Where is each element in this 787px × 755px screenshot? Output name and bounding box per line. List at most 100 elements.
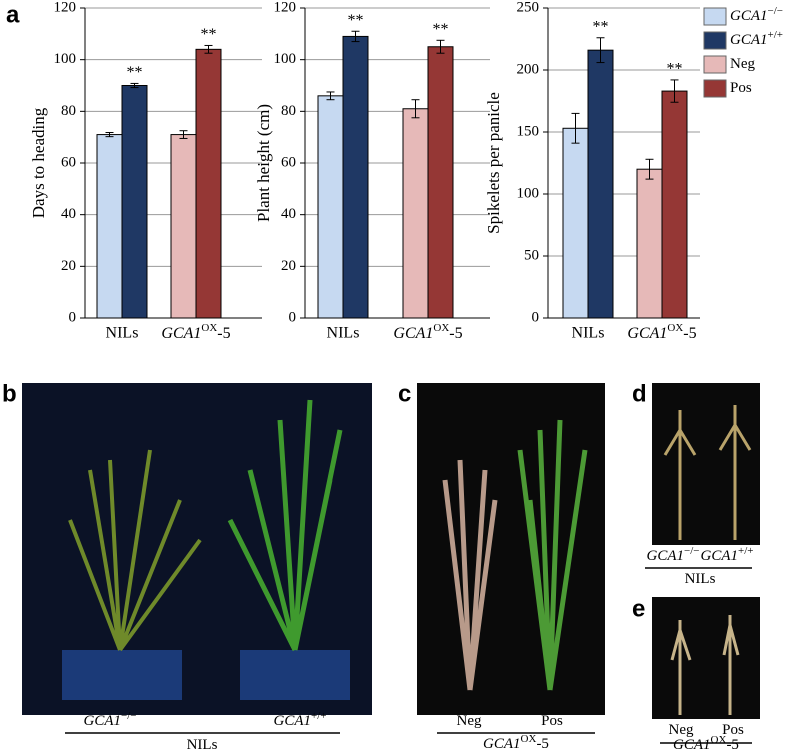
x-tick-label: NILs: [572, 325, 605, 342]
photo-d: [652, 383, 760, 545]
legend-swatch: [703, 79, 727, 98]
bar: [427, 46, 454, 319]
photo-label: GCA1−/−: [647, 545, 700, 565]
y-tick-label: 100: [274, 51, 297, 67]
legend-label: GCA1+/+: [730, 29, 783, 49]
significance: **: [593, 18, 609, 35]
x-tick-label: GCA1OX-5: [627, 322, 696, 342]
text-part: GCA1: [483, 736, 521, 752]
photo-e: [652, 597, 760, 719]
text-part: OX: [711, 734, 727, 746]
text-part: GCA1: [274, 713, 312, 729]
y-tick-label: 150: [517, 123, 540, 139]
text-part: GCA1: [647, 548, 685, 564]
panel-label: d: [632, 380, 647, 407]
text-part: GCA1: [84, 713, 122, 729]
photo-b: [22, 383, 372, 715]
bar: [661, 90, 688, 319]
photo-label: GCA1+/+: [701, 545, 754, 565]
bar: [96, 134, 123, 319]
group-lines: [65, 567, 752, 744]
y-axis-label: Plant height (cm): [254, 104, 273, 222]
legend-label: GCA1−/−: [730, 5, 783, 25]
text-part: +/+: [768, 29, 783, 41]
text-part: -5: [449, 325, 462, 342]
text-part: +/+: [311, 710, 326, 722]
text-part: GCA1: [673, 737, 711, 753]
bar: [121, 85, 148, 319]
panel-label: a: [6, 1, 20, 28]
y-tick-label: 0: [532, 309, 540, 325]
photo-label: Neg: [457, 713, 482, 729]
x-tick-label: NILs: [106, 325, 139, 342]
text-part: −/−: [684, 545, 699, 557]
y-tick-label: 120: [274, 0, 297, 15]
text-part: -5: [536, 736, 549, 752]
bar: [342, 35, 369, 319]
y-tick-label: 0: [289, 309, 297, 325]
y-tick-label: 60: [61, 154, 76, 170]
y-tick-label: 20: [61, 258, 76, 274]
text-part: GCA1: [393, 325, 433, 342]
text-part: OX: [521, 733, 537, 745]
text-part: Pos: [541, 713, 563, 729]
y-tick-label: 50: [524, 247, 539, 263]
x-tick-label: NILs: [327, 325, 360, 342]
legend-label: Neg: [730, 56, 755, 72]
text-part: OX: [667, 322, 683, 334]
y-tick-label: 80: [61, 103, 76, 119]
y-tick-label: 250: [517, 0, 540, 15]
bar: [562, 127, 589, 319]
y-tick-label: 40: [61, 206, 76, 222]
photo-label: GCA1+/+: [274, 710, 327, 730]
bar: [170, 134, 197, 319]
x-tick-label: GCA1OX-5: [161, 322, 230, 342]
text-part: -5: [683, 325, 696, 342]
significance: **: [667, 61, 683, 78]
text-part: GCA1: [161, 325, 201, 342]
panel-label: c: [398, 380, 411, 407]
photo-label: GCA1−/−: [84, 710, 137, 730]
photo-label: Pos: [722, 722, 744, 738]
text-part: OX: [433, 322, 449, 334]
bar: [636, 168, 663, 319]
text-part: GCA1: [627, 325, 667, 342]
text-part: -5: [217, 325, 230, 342]
legend-label: Pos: [730, 80, 752, 96]
significance: **: [127, 64, 143, 81]
y-tick-label: 100: [517, 185, 540, 201]
group-label: NILs: [685, 571, 716, 587]
photo-c: [417, 383, 605, 715]
text-part: GCA1: [730, 8, 768, 24]
x-tick-label: GCA1OX-5: [393, 322, 462, 342]
significance: **: [201, 26, 217, 43]
photo-label: Pos: [541, 713, 563, 729]
text-part: Neg: [730, 56, 755, 72]
y-tick-label: 100: [54, 51, 77, 67]
panel-label: b: [2, 380, 17, 407]
significance: **: [433, 21, 449, 38]
y-tick-label: 0: [69, 309, 77, 325]
panel-label: e: [632, 595, 645, 622]
text-part: −/−: [768, 5, 783, 17]
y-tick-label: 60: [281, 154, 296, 170]
text-part: GCA1: [701, 548, 739, 564]
group-label: GCA1OX-5: [673, 734, 739, 754]
text-part: Pos: [722, 722, 744, 738]
bar: [587, 49, 614, 319]
legend-swatch: [703, 7, 727, 26]
text-part: +/+: [738, 545, 753, 557]
y-axis-label: Spikelets per panicle: [484, 92, 503, 234]
y-tick-label: 20: [281, 258, 296, 274]
text-part: NILs: [685, 571, 716, 587]
text-part: −/−: [121, 710, 136, 722]
text-part: Neg: [457, 713, 482, 729]
text-part: NILs: [187, 737, 218, 753]
text-part: Neg: [669, 722, 694, 738]
significance: **: [348, 12, 364, 29]
text-part: GCA1: [730, 32, 768, 48]
text-part: Pos: [730, 80, 752, 96]
y-tick-label: 40: [281, 206, 296, 222]
text-part: -5: [726, 737, 739, 753]
